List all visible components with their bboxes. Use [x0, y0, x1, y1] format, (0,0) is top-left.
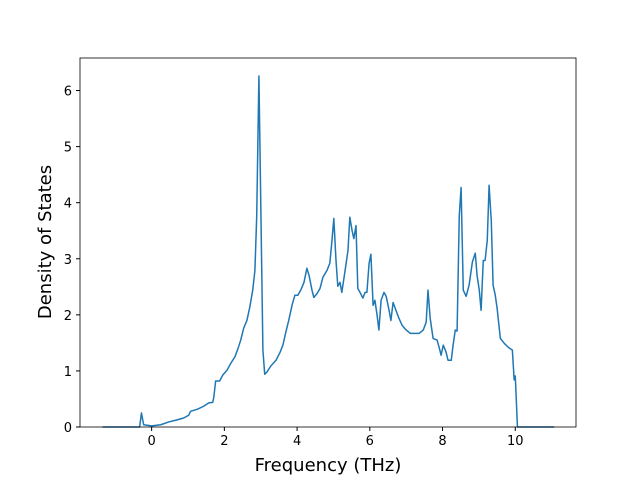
y-tick-label: 1 [64, 365, 72, 380]
y-axis-label: Density of States [35, 165, 56, 319]
x-tick-label: 0 [147, 434, 155, 449]
y-tick-label: 6 [64, 85, 72, 100]
x-tick-label: 6 [366, 434, 374, 449]
x-tick-label: 4 [293, 434, 301, 449]
x-tick-label: 2 [220, 434, 228, 449]
line-series [102, 75, 555, 428]
y-tick-label: 2 [64, 309, 72, 324]
x-axis-label: Frequency (THz) [255, 455, 402, 476]
y-tick-label: 3 [64, 253, 72, 268]
x-tick-label: 8 [438, 434, 446, 449]
y-tick-label: 4 [64, 197, 72, 212]
plot-frame [79, 57, 577, 428]
y-tick-label: 0 [64, 421, 72, 436]
y-tick-label: 5 [64, 141, 72, 156]
x-tick-label: 10 [507, 434, 524, 449]
